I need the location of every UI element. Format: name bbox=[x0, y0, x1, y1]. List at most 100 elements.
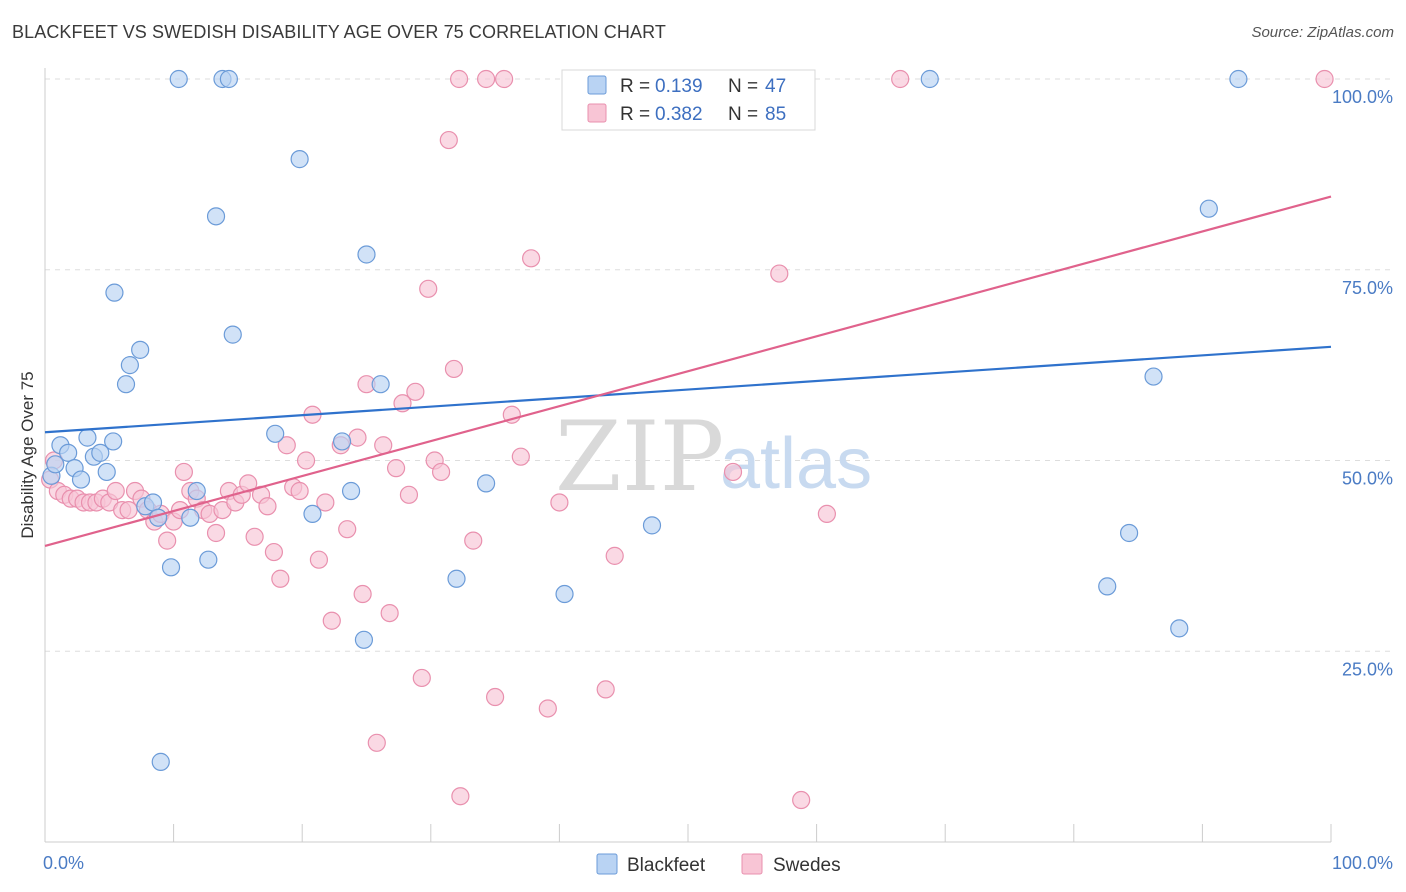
swedes-point bbox=[264, 542, 284, 562]
blackfeet-point bbox=[1144, 367, 1163, 386]
swedes-point bbox=[792, 790, 811, 810]
swedes-point bbox=[277, 436, 296, 455]
blackfeet-point bbox=[920, 69, 939, 89]
swedes-point bbox=[174, 462, 193, 482]
x-tick-label: 100.0% bbox=[1332, 853, 1393, 873]
blackfeet-point bbox=[1170, 619, 1189, 638]
swedes-point bbox=[406, 382, 425, 401]
swedes-point bbox=[399, 485, 419, 504]
swedes-point bbox=[439, 130, 458, 150]
swedes-point bbox=[290, 481, 309, 501]
blackfeet-point bbox=[143, 493, 163, 512]
blackfeet-point bbox=[1119, 523, 1139, 543]
blackfeet-point bbox=[161, 558, 181, 577]
top-legend: R = 0.139 N = 47 R = 0.382 N = 85 bbox=[561, 69, 816, 131]
blackfeet-point bbox=[476, 474, 496, 493]
bottom-legend-swatch-blackfeet bbox=[596, 853, 618, 875]
swedes-point bbox=[106, 481, 125, 501]
swedes-point bbox=[449, 69, 469, 89]
blackfeet-point bbox=[120, 356, 139, 375]
x-tick-label: 0.0% bbox=[43, 853, 84, 873]
blackfeet-point bbox=[71, 470, 91, 489]
chart-title: BLACKFEET VS SWEDISH DISABILITY AGE OVER… bbox=[12, 22, 666, 42]
blackfeet-point bbox=[1199, 199, 1218, 218]
swedes-trend-line bbox=[44, 195, 1332, 548]
legend-r-label-2: R = bbox=[620, 104, 650, 125]
swedes-point bbox=[367, 733, 386, 752]
blackfeet-point bbox=[1098, 577, 1117, 596]
swedes-point bbox=[538, 699, 557, 718]
blackfeet-point bbox=[187, 481, 206, 501]
swedes-point bbox=[158, 531, 177, 550]
trend-lines bbox=[44, 195, 1332, 548]
blackfeet-point bbox=[266, 424, 285, 443]
legend-swatch-swedes bbox=[587, 103, 607, 123]
tick-labels: 25.0% 50.0% 75.0% 100.0% 0.0% 100.0% bbox=[43, 87, 1393, 873]
blackfeet-trend-line bbox=[44, 345, 1332, 434]
legend-n-value-2: 85 bbox=[765, 104, 786, 125]
swedes-point bbox=[723, 462, 743, 482]
y-tick-label: 25.0% bbox=[1342, 659, 1393, 679]
legend-r-value-2: 0.382 bbox=[655, 104, 703, 125]
blackfeet-point bbox=[46, 455, 65, 474]
blackfeet-point bbox=[78, 428, 97, 447]
swedes-point bbox=[353, 584, 372, 604]
blackfeet-point bbox=[303, 504, 322, 524]
swedes-point bbox=[239, 474, 258, 493]
legend-r-label-1: R = bbox=[620, 76, 650, 97]
swedes-point bbox=[374, 436, 393, 455]
legend-n-label-1: N = bbox=[728, 76, 758, 97]
y-tick-label: 50.0% bbox=[1342, 469, 1393, 489]
swedes-point bbox=[271, 569, 290, 588]
watermark-zip: ZIP bbox=[555, 401, 724, 513]
swedes-point bbox=[550, 493, 569, 512]
blackfeet-point bbox=[223, 325, 242, 344]
blackfeet-point bbox=[1229, 69, 1248, 89]
blackfeet-point bbox=[59, 443, 78, 462]
swedes-point bbox=[511, 447, 530, 466]
blackfeet-point bbox=[206, 207, 226, 226]
y-tick-label: 75.0% bbox=[1342, 278, 1393, 298]
bottom-legend-label-blackfeet: Blackfeet bbox=[627, 855, 706, 876]
axes bbox=[44, 68, 1332, 843]
swedes-point bbox=[412, 668, 431, 688]
blackfeet-point bbox=[116, 375, 136, 394]
y-axis-title: Disability Age Over 75 bbox=[18, 371, 37, 538]
blackfeet-point bbox=[332, 432, 352, 451]
swedes-point bbox=[495, 69, 514, 89]
swedes-point bbox=[316, 493, 335, 512]
swedes-point bbox=[348, 428, 367, 447]
swedes-point bbox=[296, 451, 316, 470]
watermark-atlas: atlas bbox=[720, 424, 872, 504]
swedes-point bbox=[309, 550, 329, 569]
legend-n-label-2: N = bbox=[728, 104, 758, 125]
swedes-point bbox=[258, 497, 277, 516]
swedes-point bbox=[444, 359, 464, 379]
swedes-point bbox=[605, 546, 624, 565]
swedes-point bbox=[486, 687, 505, 707]
bottom-legend-label-swedes: Swedes bbox=[773, 855, 841, 876]
blackfeet-point bbox=[97, 462, 116, 482]
swedes-point bbox=[596, 680, 615, 699]
swedes-point bbox=[891, 69, 910, 89]
swedes-point bbox=[419, 279, 438, 298]
swedes-point bbox=[386, 459, 406, 478]
blackfeet-point bbox=[105, 283, 124, 302]
source-label: Source: ZipAtlas.com bbox=[1251, 24, 1394, 41]
swedes-point bbox=[770, 264, 789, 283]
blackfeet-point bbox=[181, 508, 200, 527]
blackfeet-point bbox=[341, 481, 361, 501]
blackfeet-point bbox=[290, 150, 309, 169]
blackfeet-point bbox=[555, 584, 574, 604]
blackfeet-point bbox=[104, 432, 123, 451]
blackfeet-point bbox=[357, 245, 376, 264]
bottom-legend-swatch-swedes bbox=[741, 853, 763, 875]
legend-swatch-blackfeet bbox=[587, 75, 607, 95]
y-tick-label: 100.0% bbox=[1332, 87, 1393, 107]
blackfeet-point bbox=[199, 550, 218, 569]
bottom-legend: Blackfeet Swedes bbox=[596, 853, 841, 876]
blackfeet-point bbox=[169, 69, 188, 89]
swedes-point bbox=[380, 603, 399, 623]
swedes-point bbox=[431, 462, 451, 482]
